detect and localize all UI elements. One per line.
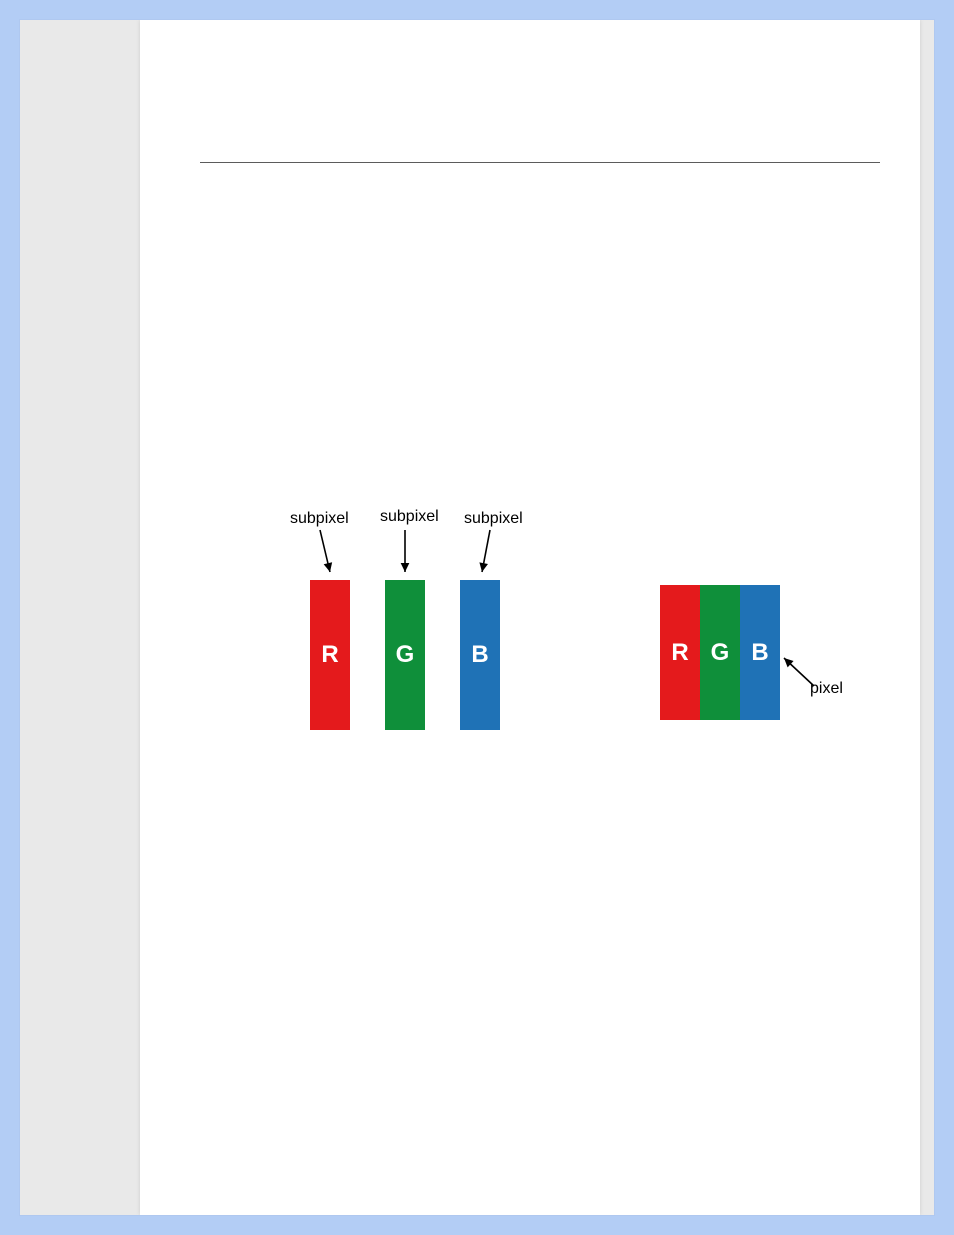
arrow-icon xyxy=(200,510,201,511)
subpixel-bar-b: B xyxy=(460,580,500,730)
callout-label: subpixel xyxy=(290,510,349,528)
pixel-bar-r: R xyxy=(660,585,700,720)
bar-letter: B xyxy=(751,639,768,667)
callout-label: subpixel xyxy=(464,510,523,528)
bar-letter: B xyxy=(471,641,488,669)
page-content: RGBsubpixelsubpixelsubpixelRGBpixel xyxy=(200,20,880,1215)
bar-letter: R xyxy=(321,641,338,669)
bar-letter: R xyxy=(671,639,688,667)
page: RGBsubpixelsubpixelsubpixelRGBpixel xyxy=(140,20,920,1215)
callout-label: subpixel xyxy=(380,508,439,526)
horizontal-rule xyxy=(200,162,880,163)
rgb-pixel-figure: RGBsubpixelsubpixelsubpixelRGBpixel xyxy=(200,510,880,770)
document-viewer: RGBsubpixelsubpixelsubpixelRGBpixel xyxy=(20,20,934,1215)
pixel-bar-b: B xyxy=(740,585,780,720)
bar-letter: G xyxy=(396,641,415,669)
subpixel-bar-r: R xyxy=(310,580,350,730)
bar-letter: G xyxy=(711,639,730,667)
pixel-bar-g: G xyxy=(700,585,740,720)
callout-label: pixel xyxy=(810,680,843,698)
subpixel-bar-g: G xyxy=(385,580,425,730)
